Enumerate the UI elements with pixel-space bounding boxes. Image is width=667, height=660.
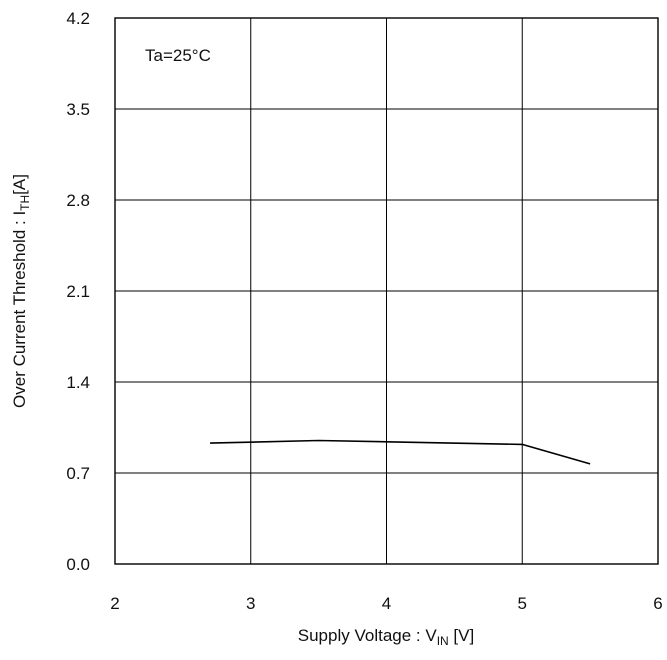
x-tick-label-3: 5 [518,594,527,613]
y-tick-label-3: 2.1 [66,282,90,301]
x-tick-label-0: 2 [110,594,119,613]
y-axis-label-suffix: [A] [10,174,29,195]
series-line-0 [210,439,591,465]
x-axis-label: Supply Voltage : VIN [V] [298,626,474,648]
y-axis-label: Over Current Threshold : ITH[A] [10,174,32,408]
y-tick-label-0: 0.0 [66,555,90,574]
y-tick-label-2: 1.4 [66,373,90,392]
y-axis-label-subscript: TH [18,195,32,211]
y-tick-label-4: 2.8 [66,191,90,210]
x-axis-label-suffix: [V] [449,626,475,645]
x-tick-label-4: 6 [653,594,662,613]
y-axis-ticks: 0.0 0.7 1.4 2.1 2.8 3.5 4.2 [66,9,90,574]
y-tick-label-1: 0.7 [66,464,90,483]
series-layer [210,439,591,465]
x-axis-label-subscript: IN [437,634,449,648]
x-tick-label-2: 4 [382,594,391,613]
x-axis-ticks: 2 3 4 5 6 [110,594,662,613]
x-tick-label-1: 3 [246,594,255,613]
x-axis-label-prefix: Supply Voltage : V [298,626,438,645]
temperature-annotation: Ta=25°C [145,46,211,65]
y-tick-label-6: 4.2 [66,9,90,28]
y-axis-label-prefix: Over Current Threshold : I [10,211,29,408]
y-tick-label-5: 3.5 [66,100,90,119]
plot-frame [114,17,659,565]
